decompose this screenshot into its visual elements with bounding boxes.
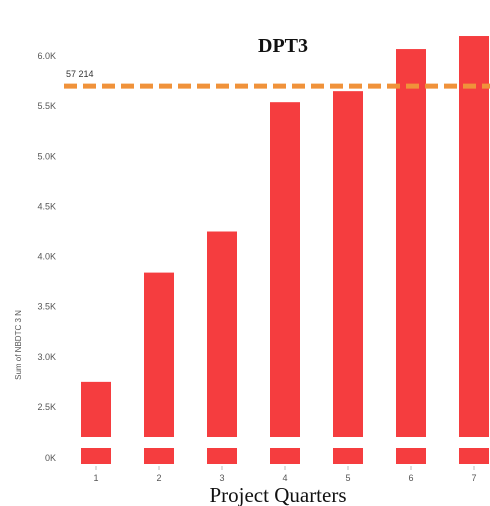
x-axis-label: Project Quarters bbox=[209, 483, 346, 506]
bar-upper-segment bbox=[459, 36, 489, 438]
bar bbox=[459, 36, 489, 464]
bar bbox=[270, 102, 300, 464]
bar-lower-segment bbox=[333, 448, 363, 464]
bar-upper-segment bbox=[396, 49, 426, 438]
bar bbox=[333, 91, 363, 464]
y-tick-label: 4.0K bbox=[37, 252, 56, 262]
y-tick-label: 5.0K bbox=[37, 151, 56, 161]
x-tick-label: 1 bbox=[93, 473, 98, 483]
x-tick-label: 2 bbox=[156, 473, 161, 483]
bar bbox=[144, 272, 174, 464]
bar-lower-segment bbox=[396, 448, 426, 464]
y-tick-label: 5.5K bbox=[37, 101, 56, 111]
bar bbox=[207, 231, 237, 464]
reference-line-label: 57 214 bbox=[66, 69, 94, 79]
x-tick-label: 6 bbox=[408, 473, 413, 483]
bars bbox=[81, 36, 489, 464]
bar-lower-segment bbox=[144, 448, 174, 464]
bar-lower-segment bbox=[207, 448, 237, 464]
bar-upper-segment bbox=[270, 102, 300, 437]
bar-upper-segment bbox=[144, 272, 174, 437]
y-tick-label: 3.5K bbox=[37, 302, 56, 312]
x-tick-label: 7 bbox=[471, 473, 476, 483]
bar-lower-segment bbox=[459, 448, 489, 464]
bar-lower-segment bbox=[270, 448, 300, 464]
y-axis-label: Sum of NBDTC 3 N bbox=[14, 310, 23, 380]
y-axis-ticks: 0K 2.5K 3.0K 3.5K 4.0K 4.5K 5.0K 5.5K 6.0K bbox=[37, 51, 56, 463]
y-tick-label: 0K bbox=[45, 453, 56, 463]
y-tick-label: 6.0K bbox=[37, 51, 56, 61]
bar-upper-segment bbox=[81, 381, 111, 437]
x-tick-label: 5 bbox=[345, 473, 350, 483]
x-tick-label: 4 bbox=[282, 473, 287, 483]
bar-lower-segment bbox=[81, 448, 111, 464]
x-tick-label: 3 bbox=[219, 473, 224, 483]
y-tick-label: 4.5K bbox=[37, 201, 56, 211]
bar bbox=[81, 381, 111, 464]
x-axis-ticks: 1 2 3 4 5 6 7 bbox=[93, 466, 477, 483]
chart-title: DPT3 bbox=[258, 35, 308, 57]
bar-upper-segment bbox=[207, 231, 237, 437]
bar-upper-segment bbox=[333, 91, 363, 437]
y-tick-label: 3.0K bbox=[37, 352, 56, 362]
y-tick-label: 2.5K bbox=[37, 402, 56, 412]
bar bbox=[396, 49, 426, 464]
